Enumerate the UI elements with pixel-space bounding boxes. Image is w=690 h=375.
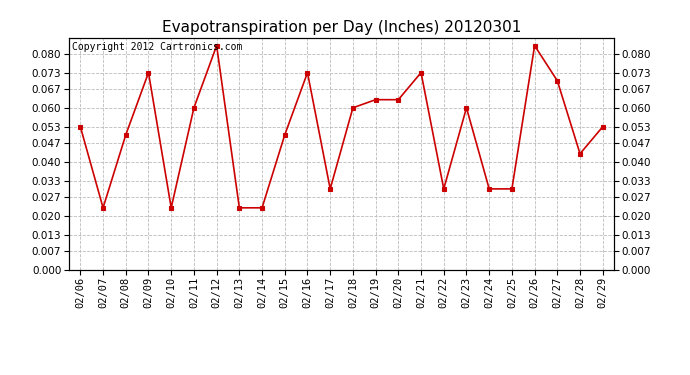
- Title: Evapotranspiration per Day (Inches) 20120301: Evapotranspiration per Day (Inches) 2012…: [162, 20, 521, 35]
- Text: Copyright 2012 Cartronics.com: Copyright 2012 Cartronics.com: [72, 42, 242, 52]
